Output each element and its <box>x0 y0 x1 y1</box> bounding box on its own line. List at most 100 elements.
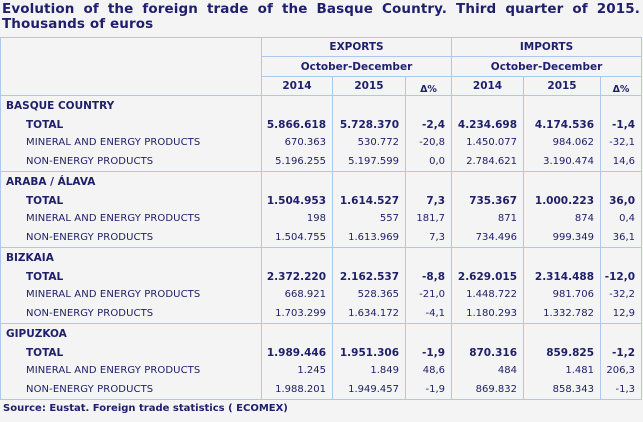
region-label-cell: BIZKAIA TOTAL MINERAL AND ENERGY PRODUCTS N… <box>0 247 262 324</box>
row-label-product: MINERAL AND ENERGY PRODUCTS <box>26 137 201 148</box>
value-imp-delta: -32,1 <box>609 137 636 148</box>
header-imports-2014: 2014 <box>451 76 525 96</box>
value-imp-2015: 999.349 <box>552 231 595 243</box>
foreign-trade-table: EXPORTS IMPORTS October-December October… <box>0 37 643 400</box>
header-imports-period: October-December <box>451 56 643 77</box>
value-exp-2015: 530.772 <box>357 137 399 148</box>
value-imp-2014: 2.784.621 <box>466 155 518 167</box>
value-imp-2014: 869.832 <box>475 383 518 395</box>
value-imp-2015: 3.190.474 <box>543 155 595 167</box>
value-imp-2015: 1.000.223 <box>534 194 595 207</box>
value-exp-delta: -4,1 <box>425 307 446 319</box>
value-imp-2014: 870.316 <box>469 346 518 359</box>
row-label-product: MINERAL AND ENERGY PRODUCTS <box>26 213 201 224</box>
row-label-product: NON-ENERGY PRODUCTS <box>26 231 154 243</box>
value-exp-2014: 1.504.755 <box>275 231 326 243</box>
value-cell-imp-2014: 2.629.015 1.448.722 1.180.293 <box>451 247 525 324</box>
header-exports-2015: 2015 <box>332 76 406 96</box>
value-cell-exp-2015: 5.728.370 530.772 5.197.599 <box>332 95 406 172</box>
value-cell-imp-2015: 4.174.536 984.062 3.190.474 <box>523 95 602 172</box>
header-label-corner <box>0 37 262 96</box>
value-imp-delta: -32,2 <box>609 289 636 300</box>
value-imp-delta: 206,3 <box>606 365 636 376</box>
value-imp-delta: -1,4 <box>612 118 636 131</box>
value-imp-2015: 874 <box>574 213 595 224</box>
row-label-product: MINERAL AND ENERGY PRODUCTS <box>26 365 201 376</box>
value-imp-2014: 1.450.077 <box>466 137 518 148</box>
row-label-product: MINERAL AND ENERGY PRODUCTS <box>26 289 201 300</box>
value-exp-2015: 1.614.527 <box>339 194 399 207</box>
value-exp-delta: -21,0 <box>419 289 446 300</box>
value-exp-2014: 1.703.299 <box>275 307 326 319</box>
row-label-total: TOTAL <box>26 118 64 131</box>
value-exp-delta: 7,3 <box>429 231 446 243</box>
row-label-product: NON-ENERGY PRODUCTS <box>26 383 154 395</box>
region-block: GIPUZKOA TOTAL MINERAL AND ENERGY PRODUCTS… <box>0 323 643 400</box>
value-cell-exp-2014: 5.866.618 670.363 5.196.255 <box>261 95 333 172</box>
row-label-total: TOTAL <box>26 346 64 359</box>
value-imp-2014: 4.234.698 <box>457 118 518 131</box>
value-exp-2014: 670.363 <box>284 137 326 148</box>
value-imp-2015: 981.706 <box>552 289 595 300</box>
value-exp-2015: 1.634.172 <box>348 307 399 319</box>
value-cell-imp-2015: 859.825 1.481 858.343 <box>523 323 602 400</box>
header-imports: IMPORTS <box>451 37 643 57</box>
value-exp-2014: 198 <box>306 213 326 224</box>
value-exp-2014: 1.245 <box>297 365 326 376</box>
value-exp-2015: 1.849 <box>370 365 399 376</box>
value-cell-imp-2015: 2.314.488 981.706 1.332.782 <box>523 247 602 324</box>
region-name: GIPUZKOA <box>6 328 67 340</box>
value-cell-exp-delta: -1,9 48,6 -1,9 <box>404 323 453 400</box>
region-block: ARABA / ÁLAVA TOTAL MINERAL AND ENERGY PRO… <box>0 171 643 248</box>
region-name: BASQUE COUNTRY <box>6 100 115 112</box>
value-exp-2014: 1.504.953 <box>266 194 326 207</box>
value-exp-2015: 2.162.537 <box>339 270 399 283</box>
region-block: BASQUE COUNTRY TOTAL MINERAL AND ENERGY PR… <box>0 95 643 172</box>
value-cell-exp-delta: -8,8 -21,0 -4,1 <box>404 247 453 324</box>
value-imp-2014: 2.629.015 <box>457 270 518 283</box>
value-exp-delta: 48,6 <box>422 365 446 376</box>
value-cell-exp-2014: 1.504.953 198 1.504.755 <box>261 171 333 248</box>
source-note: Source: Eustat. Foreign trade statistics… <box>3 403 288 414</box>
region-name: ARABA / ÁLAVA <box>6 176 96 188</box>
row-label-product: NON-ENERGY PRODUCTS <box>26 307 154 319</box>
value-imp-2014: 735.367 <box>469 194 518 207</box>
region-label-cell: BASQUE COUNTRY TOTAL MINERAL AND ENERGY PR… <box>0 95 262 172</box>
value-exp-delta: 181,7 <box>416 213 446 224</box>
region-label-cell: ARABA / ÁLAVA TOTAL MINERAL AND ENERGY PRO… <box>0 171 262 248</box>
header-exports-2014: 2014 <box>261 76 333 96</box>
table-title: Evolution of the foreign trade of the Ba… <box>2 1 640 32</box>
value-exp-delta: -1,9 <box>425 383 446 395</box>
value-exp-delta: -20,8 <box>419 137 446 148</box>
value-cell-imp-2015: 1.000.223 874 999.349 <box>523 171 602 248</box>
value-cell-exp-2015: 1.614.527 557 1.613.969 <box>332 171 406 248</box>
value-imp-2015: 1.332.782 <box>543 307 595 319</box>
value-imp-2015: 2.314.488 <box>534 270 595 283</box>
value-exp-delta: 0,0 <box>429 155 446 167</box>
value-exp-delta: -1,9 <box>422 346 446 359</box>
value-exp-2014: 5.866.618 <box>266 118 326 131</box>
value-exp-2014: 2.372.220 <box>266 270 326 283</box>
region-label-cell: GIPUZKOA TOTAL MINERAL AND ENERGY PRODUCTS… <box>0 323 262 400</box>
header-exports: EXPORTS <box>260 37 453 57</box>
value-imp-2015: 984.062 <box>552 137 595 148</box>
value-exp-2014: 1.988.201 <box>275 383 326 395</box>
value-exp-2014: 5.196.255 <box>275 155 326 167</box>
header-imports-delta: Δ% <box>600 76 643 96</box>
value-exp-2015: 5.728.370 <box>339 118 399 131</box>
header-exports-delta: Δ% <box>404 76 453 96</box>
value-cell-exp-2015: 2.162.537 528.365 1.634.172 <box>332 247 406 324</box>
region-block: BIZKAIA TOTAL MINERAL AND ENERGY PRODUCTS N… <box>0 247 643 324</box>
value-cell-exp-2014: 2.372.220 668.921 1.703.299 <box>261 247 333 324</box>
value-exp-2015: 528.365 <box>357 289 399 300</box>
region-name: BIZKAIA <box>6 252 54 264</box>
value-imp-2014: 1.180.293 <box>466 307 518 319</box>
value-cell-imp-2014: 735.367 871 734.496 <box>451 171 525 248</box>
value-imp-delta: -12,0 <box>604 270 636 283</box>
value-imp-2015: 1.481 <box>565 365 595 376</box>
value-imp-2015: 4.174.536 <box>534 118 595 131</box>
value-cell-exp-delta: 7,3 181,7 7,3 <box>404 171 453 248</box>
value-cell-imp-delta: 36,0 0,4 36,1 <box>600 171 643 248</box>
value-imp-2014: 734.496 <box>475 231 518 243</box>
value-exp-2015: 1.613.969 <box>348 231 399 243</box>
